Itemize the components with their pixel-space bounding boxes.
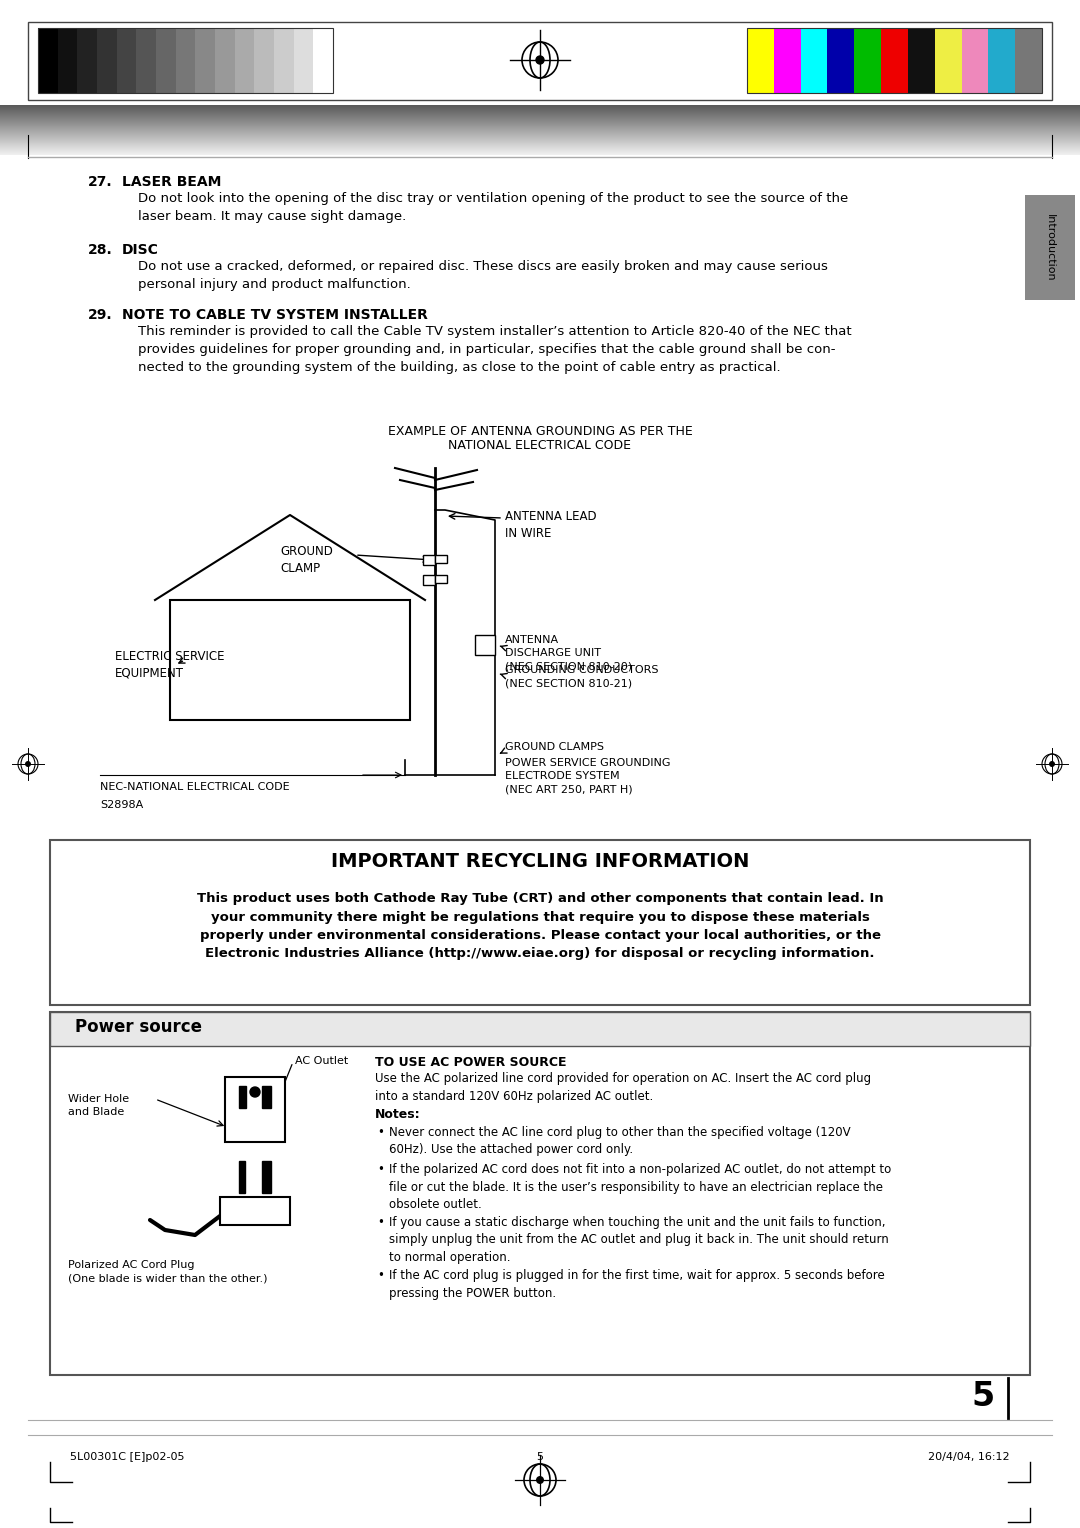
Bar <box>961 28 988 93</box>
Text: If you cause a static discharge when touching the unit and the unit fails to fun: If you cause a static discharge when tou… <box>389 1216 889 1264</box>
Text: Wider Hole
and Blade: Wider Hole and Blade <box>68 1094 130 1117</box>
Bar <box>423 555 435 565</box>
Bar <box>50 840 1030 1005</box>
Circle shape <box>1049 761 1055 767</box>
Bar <box>800 28 827 93</box>
Bar <box>435 575 447 584</box>
Text: NATIONAL ELECTRICAL CODE: NATIONAL ELECTRICAL CODE <box>448 439 632 452</box>
Text: LASER BEAM: LASER BEAM <box>122 176 221 189</box>
Text: •: • <box>377 1216 383 1229</box>
Text: 20/4/04, 16:12: 20/4/04, 16:12 <box>929 1452 1010 1462</box>
Bar <box>239 1086 246 1108</box>
Text: Never connect the AC line cord plug to other than the specified voltage (120V
60: Never connect the AC line cord plug to o… <box>389 1126 851 1157</box>
Text: This product uses both Cathode Ray Tube (CRT) and other components that contain : This product uses both Cathode Ray Tube … <box>197 892 883 961</box>
Bar <box>313 28 333 93</box>
Bar <box>294 28 313 93</box>
Circle shape <box>536 1476 544 1484</box>
Text: IMPORTANT RECYCLING INFORMATION: IMPORTANT RECYCLING INFORMATION <box>330 853 750 871</box>
Bar <box>176 28 195 93</box>
Bar <box>195 28 215 93</box>
Text: ANTENNA
DISCHARGE UNIT
(NEC SECTION 810-20): ANTENNA DISCHARGE UNIT (NEC SECTION 810-… <box>505 636 632 671</box>
Text: POWER SERVICE GROUNDING
ELECTRODE SYSTEM
(NEC ART 250, PART H): POWER SERVICE GROUNDING ELECTRODE SYSTEM… <box>505 758 671 795</box>
Bar <box>854 28 881 93</box>
Bar <box>50 1012 1030 1375</box>
Text: GROUNDING CONDUCTORS
(NEC SECTION 810-21): GROUNDING CONDUCTORS (NEC SECTION 810-21… <box>505 665 659 688</box>
Bar <box>78 28 97 93</box>
Text: NOTE TO CABLE TV SYSTEM INSTALLER: NOTE TO CABLE TV SYSTEM INSTALLER <box>122 309 428 322</box>
Text: This reminder is provided to call the Cable TV system installer’s attention to A: This reminder is provided to call the Ca… <box>138 325 852 374</box>
Bar <box>50 1012 1030 1047</box>
Text: Introduction: Introduction <box>1045 214 1055 281</box>
Bar <box>908 28 934 93</box>
Bar <box>28 21 1052 99</box>
Text: GROUND CLAMPS: GROUND CLAMPS <box>505 743 604 752</box>
Bar <box>234 28 254 93</box>
Circle shape <box>536 57 544 64</box>
Bar <box>262 1161 271 1193</box>
Bar <box>136 28 156 93</box>
Bar <box>988 28 1015 93</box>
Bar <box>225 1077 285 1141</box>
Bar <box>215 28 234 93</box>
Bar <box>262 1086 271 1108</box>
Bar <box>38 28 57 93</box>
Text: Polarized AC Cord Plug
(One blade is wider than the other.): Polarized AC Cord Plug (One blade is wid… <box>68 1261 268 1284</box>
Text: 5L00301C [E]p02-05: 5L00301C [E]p02-05 <box>70 1452 185 1462</box>
Bar <box>254 28 274 93</box>
Text: •: • <box>377 1126 383 1138</box>
Text: 28.: 28. <box>87 243 112 257</box>
Text: NEC-NATIONAL ELECTRICAL CODE: NEC-NATIONAL ELECTRICAL CODE <box>100 782 289 792</box>
Circle shape <box>522 41 558 78</box>
Bar <box>97 28 117 93</box>
Bar <box>747 28 1042 93</box>
Text: Notes:: Notes: <box>375 1108 420 1122</box>
Bar <box>827 28 854 93</box>
Text: Do not look into the opening of the disc tray or ventilation opening of the prod: Do not look into the opening of the disc… <box>138 193 848 223</box>
Bar <box>220 1196 291 1225</box>
Bar <box>475 636 495 656</box>
Text: If the polarized AC cord does not fit into a non-polarized AC outlet, do not att: If the polarized AC cord does not fit in… <box>389 1163 891 1212</box>
Circle shape <box>18 753 38 775</box>
Bar <box>773 28 800 93</box>
Bar <box>117 28 136 93</box>
Text: •: • <box>377 1268 383 1282</box>
Bar <box>274 28 294 93</box>
Text: DISC: DISC <box>122 243 159 257</box>
Text: GROUND
CLAMP: GROUND CLAMP <box>280 545 333 575</box>
Text: ELECTRIC SERVICE
EQUIPMENT: ELECTRIC SERVICE EQUIPMENT <box>114 649 225 680</box>
Text: EXAMPLE OF ANTENNA GROUNDING AS PER THE: EXAMPLE OF ANTENNA GROUNDING AS PER THE <box>388 425 692 439</box>
Bar <box>156 28 176 93</box>
Text: ANTENNA LEAD
IN WIRE: ANTENNA LEAD IN WIRE <box>505 510 596 539</box>
Text: 29.: 29. <box>87 309 112 322</box>
Bar <box>1025 196 1075 299</box>
Text: Use the AC polarized line cord provided for operation on AC. Insert the AC cord : Use the AC polarized line cord provided … <box>375 1073 872 1103</box>
Text: TO USE AC POWER SOURCE: TO USE AC POWER SOURCE <box>375 1056 567 1070</box>
Bar <box>423 575 435 585</box>
Bar <box>934 28 961 93</box>
Text: Do not use a cracked, deformed, or repaired disc. These discs are easily broken : Do not use a cracked, deformed, or repai… <box>138 260 828 290</box>
Bar <box>1015 28 1042 93</box>
Bar <box>239 1161 245 1193</box>
Text: S2898A: S2898A <box>100 801 144 810</box>
Circle shape <box>524 1464 556 1496</box>
Circle shape <box>1042 753 1062 775</box>
Bar <box>57 28 78 93</box>
Text: 5: 5 <box>537 1452 543 1462</box>
Circle shape <box>25 761 31 767</box>
Text: AC Outlet: AC Outlet <box>295 1056 348 1067</box>
Text: If the AC cord plug is plugged in for the first time, wait for approx. 5 seconds: If the AC cord plug is plugged in for th… <box>389 1268 885 1299</box>
Circle shape <box>249 1086 260 1097</box>
Text: 5: 5 <box>972 1380 995 1413</box>
Bar <box>747 28 773 93</box>
Bar <box>170 601 410 720</box>
Bar <box>881 28 908 93</box>
Bar <box>38 28 333 93</box>
Text: Power source: Power source <box>75 1018 202 1036</box>
Bar <box>435 555 447 562</box>
Text: •: • <box>377 1163 383 1177</box>
Text: 27.: 27. <box>87 176 112 189</box>
